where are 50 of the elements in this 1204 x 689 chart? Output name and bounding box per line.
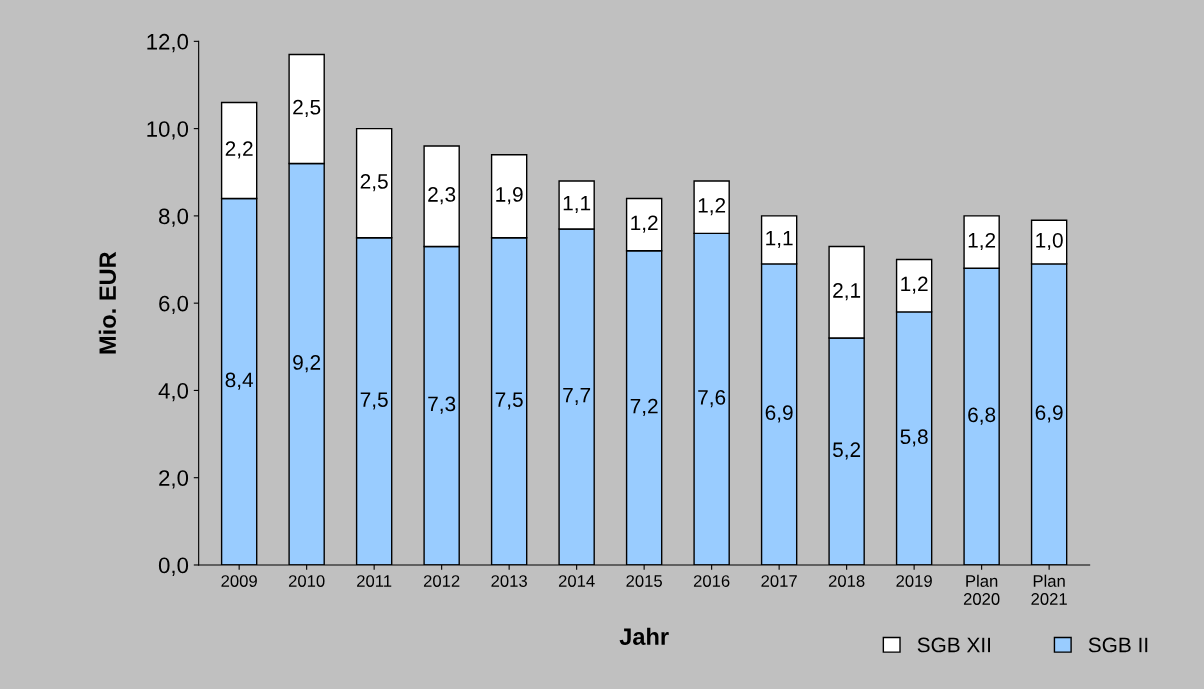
x-tick-label: 2012 bbox=[423, 575, 460, 587]
data-label: 2,5 bbox=[293, 99, 321, 118]
data-label: 1,1 bbox=[766, 230, 793, 248]
data-label: 6,8 bbox=[968, 407, 996, 425]
data-label: 1,2 bbox=[631, 215, 658, 233]
data-label: 8,4 bbox=[225, 372, 254, 390]
data-label: 5,2 bbox=[832, 442, 861, 460]
y-tick-label: 6,0 bbox=[159, 295, 189, 315]
data-label: 2,2 bbox=[225, 141, 253, 159]
x-tick-label: 2017 bbox=[761, 575, 797, 587]
x-tick-label: 2014 bbox=[558, 575, 595, 587]
data-label: 6,9 bbox=[765, 405, 793, 423]
y-tick-label: 2,0 bbox=[159, 470, 189, 489]
data-label: 1,2 bbox=[901, 276, 928, 294]
x-tick-label: Plan 2021 bbox=[1031, 574, 1067, 605]
data-label: 7,2 bbox=[630, 398, 658, 416]
data-label: 7,5 bbox=[495, 392, 523, 410]
data-label: 7,6 bbox=[698, 390, 726, 408]
x-tick-label: 2010 bbox=[288, 575, 325, 587]
x-tick-label: 2009 bbox=[221, 575, 257, 587]
data-label: 7,5 bbox=[360, 392, 388, 410]
y-tick-label: 10,0 bbox=[147, 121, 189, 140]
x-tick-label: 2018 bbox=[828, 575, 865, 587]
y-tick-label: 4,0 bbox=[158, 382, 189, 402]
data-label: 1,2 bbox=[698, 198, 726, 216]
x-axis-title: Jahr bbox=[619, 627, 669, 645]
data-label: 1,0 bbox=[1036, 232, 1063, 251]
y-axis-title: Mio. EUR bbox=[98, 251, 117, 354]
data-label: 2,3 bbox=[428, 187, 456, 205]
data-label: 1,2 bbox=[968, 232, 996, 251]
data-label: 5,8 bbox=[900, 429, 928, 447]
legend-label: SGB II bbox=[1088, 637, 1148, 653]
data-label: 1,1 bbox=[563, 196, 591, 214]
x-tick-label: 2016 bbox=[693, 575, 730, 587]
data-label: 6,9 bbox=[1035, 405, 1063, 423]
x-tick-label: Plan 2020 bbox=[963, 574, 1000, 605]
data-label: 2,5 bbox=[360, 174, 388, 192]
y-tick-label: 8,0 bbox=[159, 208, 189, 227]
data-label: 7,7 bbox=[563, 388, 591, 406]
x-tick-label: 2015 bbox=[626, 575, 662, 587]
x-tick-label: 2013 bbox=[491, 575, 527, 587]
data-label: 7,3 bbox=[428, 396, 456, 414]
x-tick-label: 2019 bbox=[896, 575, 932, 587]
legend-label: SGB XII bbox=[917, 637, 991, 653]
data-label: 9,2 bbox=[293, 355, 321, 373]
y-tick-label: 0,0 bbox=[158, 557, 189, 576]
y-tick-label: 12,0 bbox=[147, 33, 189, 53]
data-label: 1,9 bbox=[496, 187, 523, 205]
data-label: 2,1 bbox=[833, 283, 861, 301]
x-tick-label: 2011 bbox=[357, 575, 392, 587]
